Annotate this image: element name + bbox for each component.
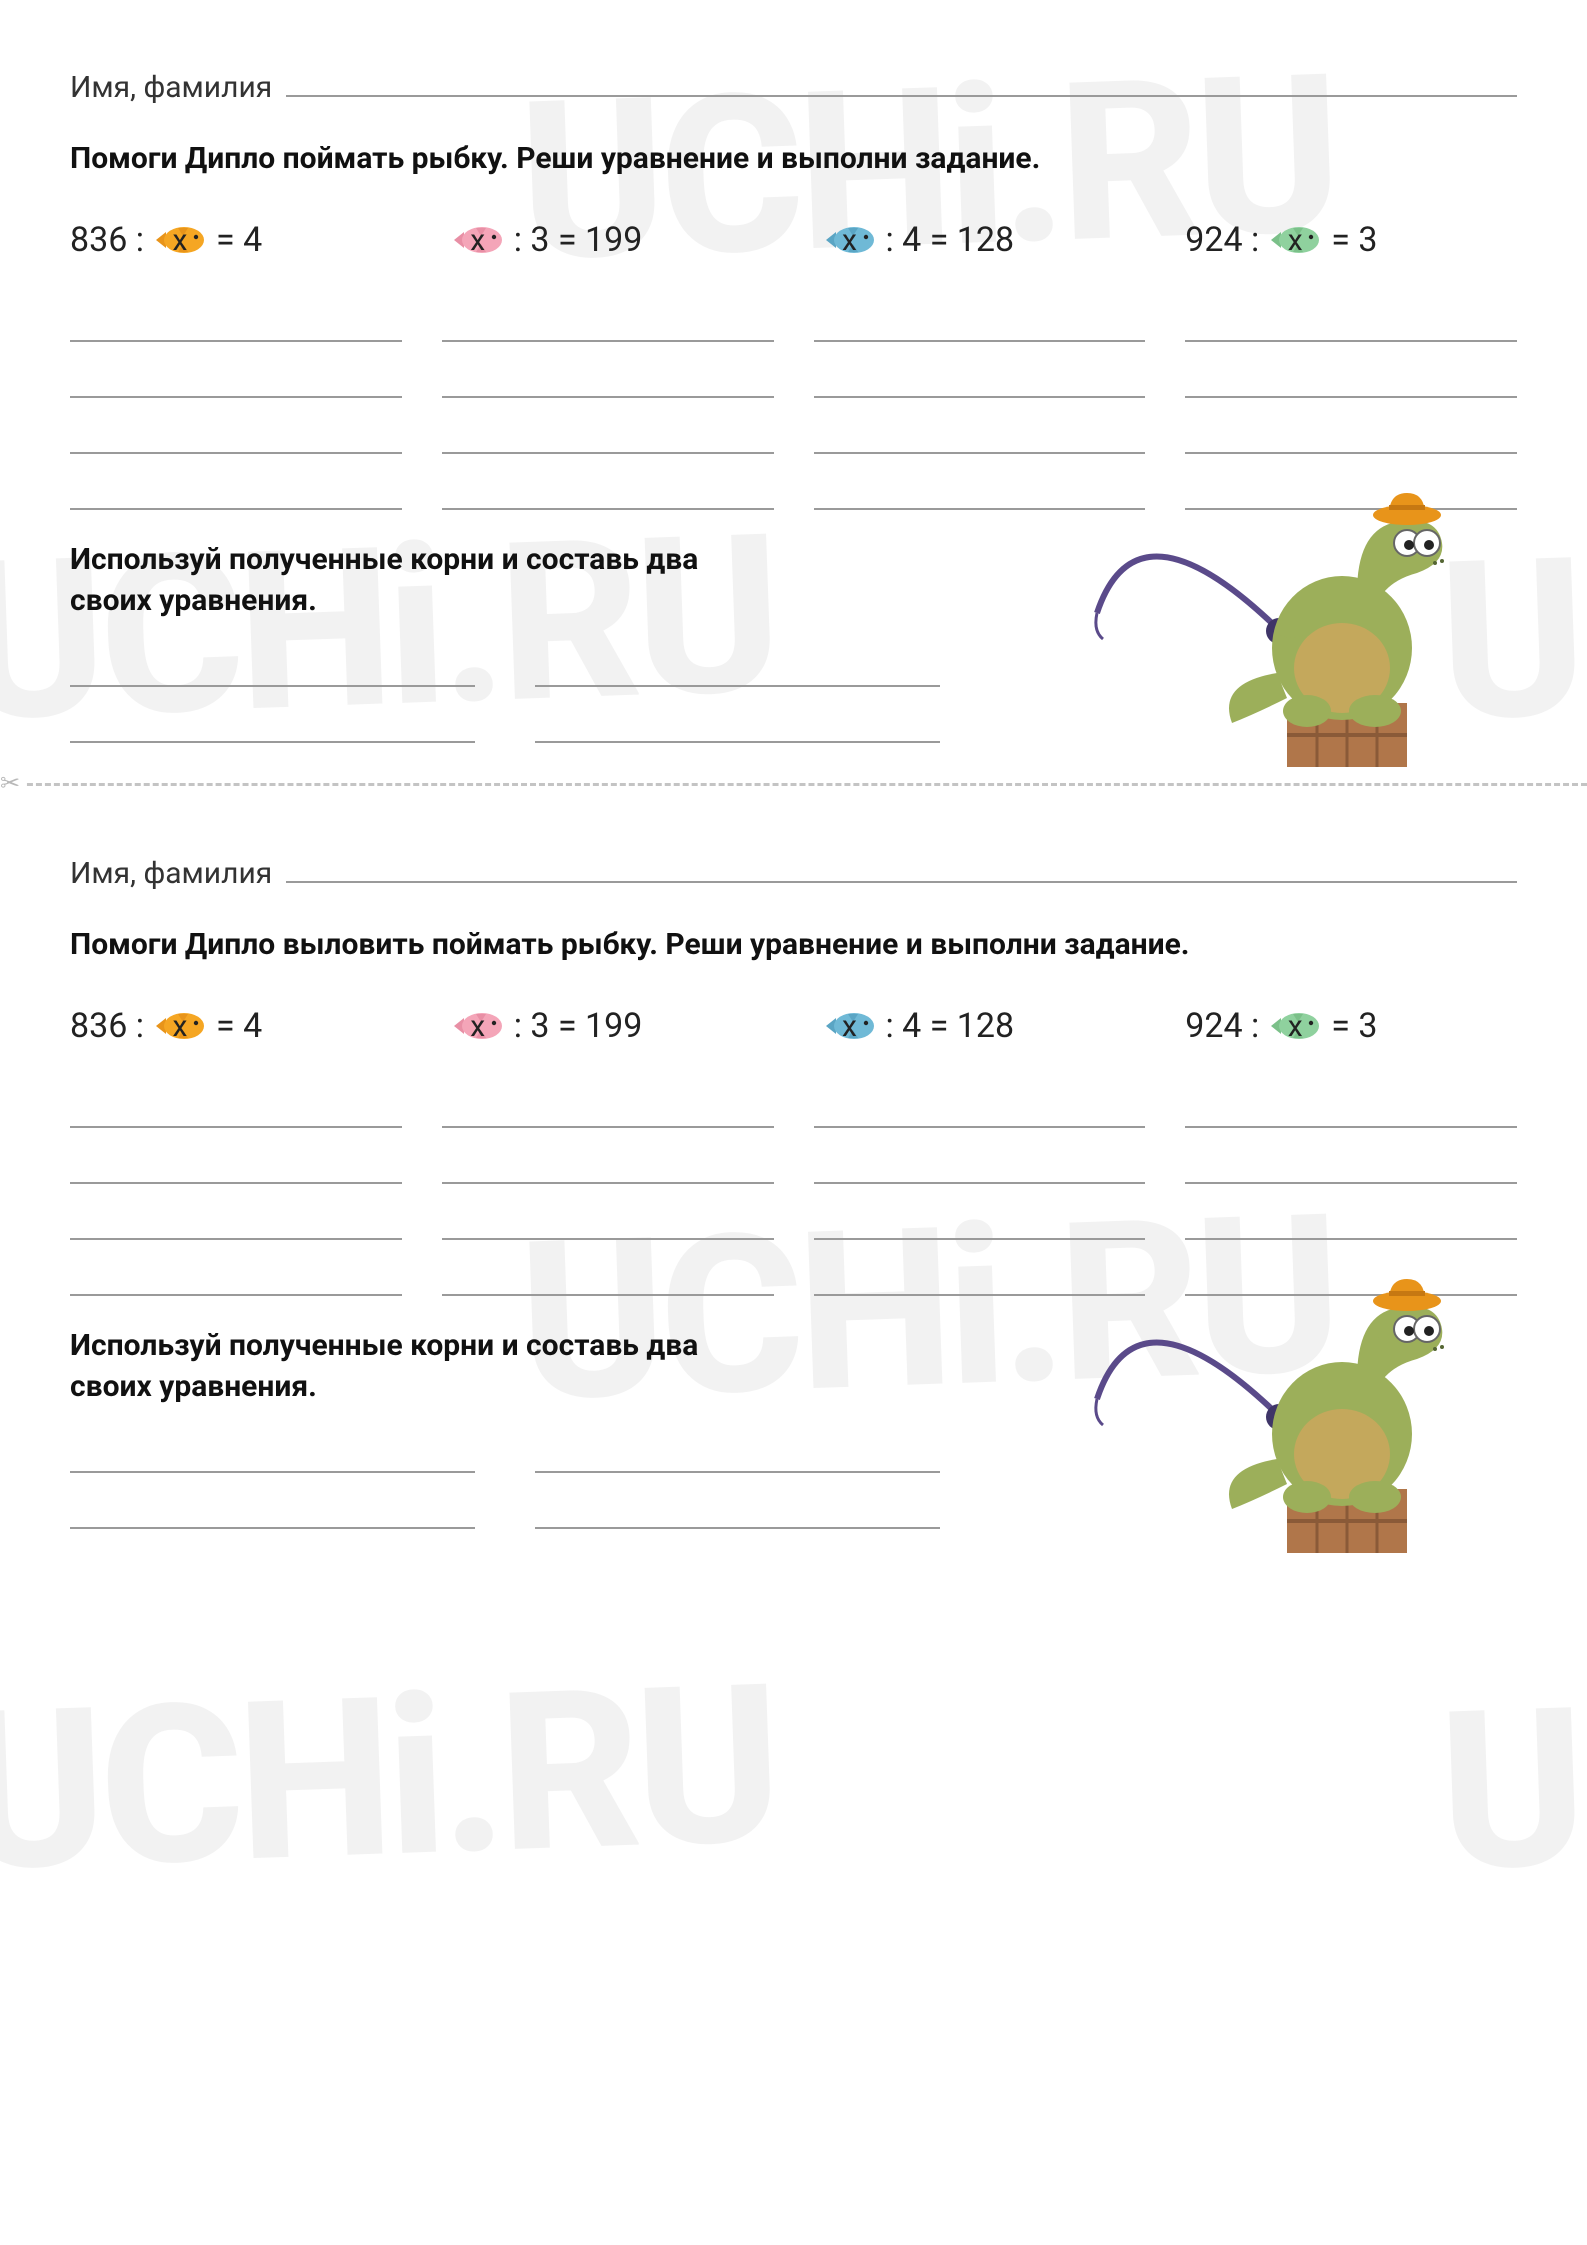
watermark: UCHi.RU (0, 1636, 780, 1922)
work-line[interactable] (442, 1184, 774, 1240)
fish-icon: x (822, 220, 878, 260)
answer-column (535, 631, 940, 743)
equation-column: x : 3 = 199 (442, 1006, 774, 1296)
equation-variable: x (1288, 223, 1303, 258)
work-line[interactable] (442, 1240, 774, 1296)
equation-column: 836 : x = 4 (70, 220, 402, 510)
work-line[interactable] (814, 1072, 1146, 1128)
work-line[interactable] (70, 1184, 402, 1240)
equation: 836 : x = 4 (70, 220, 402, 260)
name-field-row: Имя, фамилия (70, 70, 1517, 105)
equation-after: : 4 = 128 (886, 220, 1015, 260)
work-line[interactable] (70, 286, 402, 342)
work-line[interactable] (442, 1128, 774, 1184)
work-line[interactable] (814, 286, 1146, 342)
name-input-line[interactable] (286, 95, 1517, 97)
equation: x : 3 = 199 (442, 220, 774, 260)
name-label: Имя, фамилия (70, 856, 272, 891)
dino-fishing-illustration (997, 413, 1477, 773)
work-line[interactable] (70, 342, 402, 398)
work-line[interactable] (442, 454, 774, 510)
equation-before: 924 : (1185, 1006, 1259, 1046)
equation-variable: x (173, 223, 188, 258)
equation-after: = 3 (1331, 220, 1377, 260)
answer-line[interactable] (70, 1473, 475, 1529)
answer-line[interactable] (70, 687, 475, 743)
answer-line[interactable] (70, 1417, 475, 1473)
work-line[interactable] (1185, 342, 1517, 398)
second-instruction-text: Используй полученные корни и составь два… (70, 1326, 710, 1407)
equation-variable: x (470, 1009, 485, 1044)
answer-line[interactable] (535, 1473, 940, 1529)
answer-line[interactable] (535, 687, 940, 743)
fish-icon: x (152, 220, 208, 260)
work-line[interactable] (1185, 1072, 1517, 1128)
equation: 924 : x = 3 (1185, 220, 1517, 260)
equation-after: : 4 = 128 (886, 1006, 1015, 1046)
equation: x : 4 = 128 (814, 1006, 1146, 1046)
equation-column: x : 3 = 199 (442, 220, 774, 510)
equation: 836 : x = 4 (70, 1006, 402, 1046)
equation-after: : 3 = 199 (514, 1006, 643, 1046)
equation: x : 3 = 199 (442, 1006, 774, 1046)
second-instruction-text: Используй полученные корни и составь два… (70, 540, 710, 621)
instruction-text: Помоги Дипло поймать рыбку. Реши уравнен… (70, 141, 1517, 176)
work-line[interactable] (70, 1128, 402, 1184)
equation-variable: x (470, 223, 485, 258)
watermark: UCHi.RU (1436, 1636, 1587, 1922)
equation-variable: x (842, 223, 857, 258)
answer-line[interactable] (535, 631, 940, 687)
dino-fishing-illustration (997, 1199, 1477, 1559)
name-label: Имя, фамилия (70, 70, 272, 105)
work-line[interactable] (814, 1128, 1146, 1184)
answer-line[interactable] (535, 1417, 940, 1473)
work-line[interactable] (70, 454, 402, 510)
answer-line[interactable] (70, 631, 475, 687)
instruction-text: Помоги Дипло выловить поймать рыбку. Реш… (70, 927, 1517, 962)
equation-after: : 3 = 199 (514, 220, 643, 260)
work-line[interactable] (70, 1072, 402, 1128)
equation-after: = 4 (216, 1006, 262, 1046)
equation-after: = 3 (1331, 1006, 1377, 1046)
equation-before: 924 : (1185, 220, 1259, 260)
name-field-row: Имя, фамилия (70, 856, 1517, 891)
work-line[interactable] (814, 342, 1146, 398)
worksheet-section: Имя, фамилия Помоги Дипло поймать рыбку.… (0, 0, 1587, 783)
work-line[interactable] (442, 1072, 774, 1128)
fish-icon: x (450, 1006, 506, 1046)
work-line[interactable] (442, 286, 774, 342)
name-input-line[interactable] (286, 881, 1517, 883)
equation-variable: x (842, 1009, 857, 1044)
fish-icon: x (1267, 220, 1323, 260)
answer-row (70, 1417, 940, 1529)
equation: x : 4 = 128 (814, 220, 1146, 260)
equation-column: 836 : x = 4 (70, 1006, 402, 1296)
work-line[interactable] (70, 398, 402, 454)
equation: 924 : x = 3 (1185, 1006, 1517, 1046)
worksheet-section: Имя, фамилия Помоги Дипло выловить пойма… (0, 786, 1587, 1569)
equation-before: 836 : (70, 1006, 144, 1046)
answer-row (70, 631, 940, 743)
answer-column (70, 631, 475, 743)
fish-icon: x (450, 220, 506, 260)
fish-icon: x (822, 1006, 878, 1046)
equation-variable: x (173, 1009, 188, 1044)
fish-icon: x (1267, 1006, 1323, 1046)
answer-column (70, 1417, 475, 1529)
equation-after: = 4 (216, 220, 262, 260)
work-line[interactable] (442, 398, 774, 454)
work-line[interactable] (442, 342, 774, 398)
equation-variable: x (1288, 1009, 1303, 1044)
work-line[interactable] (1185, 1128, 1517, 1184)
work-line[interactable] (70, 1240, 402, 1296)
equation-before: 836 : (70, 220, 144, 260)
answer-column (535, 1417, 940, 1529)
work-line[interactable] (1185, 286, 1517, 342)
fish-icon: x (152, 1006, 208, 1046)
